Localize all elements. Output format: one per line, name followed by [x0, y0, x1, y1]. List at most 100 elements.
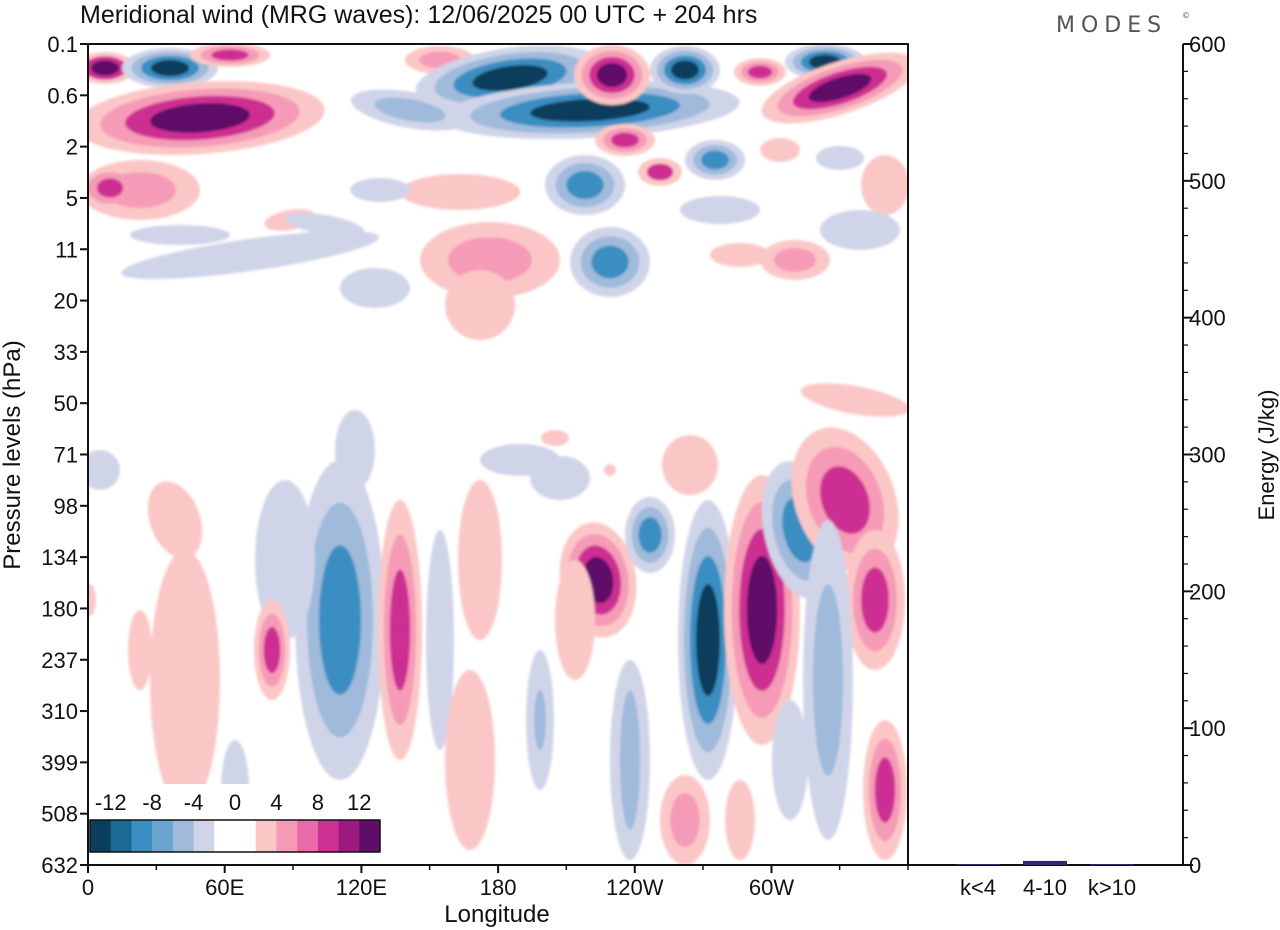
contour-region — [710, 243, 770, 267]
y-tick-label: 134 — [41, 545, 78, 570]
contour-region — [445, 270, 515, 340]
contour-region — [130, 225, 230, 245]
positive-region — [774, 248, 816, 272]
positive-core — [861, 567, 889, 633]
positive-core — [646, 163, 674, 181]
y-tick-label: 180 — [41, 596, 78, 621]
heatmap-panel: -12 -8 -4 0 4 8 12 0.1 0.6 2 5 11 20 33 50 71 98 134 180 2… — [0, 32, 909, 928]
contour-region — [426, 530, 454, 750]
y-tick-label: 33 — [54, 340, 78, 365]
negative-core — [150, 60, 190, 76]
x-tick-label: 180 — [480, 875, 517, 900]
colorbar-swatch — [90, 820, 112, 852]
negative-region — [813, 584, 843, 776]
positive-core — [746, 556, 778, 664]
energy-tick-label: 0 — [1189, 853, 1201, 878]
contour-region — [88, 584, 96, 616]
contour-region — [121, 230, 379, 280]
negative-core — [472, 64, 548, 92]
contour-region — [800, 383, 908, 417]
positive-core — [820, 466, 870, 534]
negative-core — [696, 584, 720, 696]
colorbar-label: 8 — [312, 790, 324, 815]
y-tick-label: 632 — [41, 853, 78, 878]
colorbar-swatch — [338, 820, 360, 852]
y-tick-label: 71 — [54, 443, 78, 468]
y-tick-label: 508 — [41, 802, 78, 827]
energy-bar — [1090, 864, 1134, 865]
energy-tick-label: 300 — [1189, 443, 1226, 468]
positive-core — [211, 49, 249, 61]
y-tick-label: 20 — [54, 289, 78, 314]
contour-region — [541, 430, 569, 446]
energy-tick-label: 400 — [1189, 306, 1226, 331]
contour-region — [255, 480, 315, 640]
wind-contours — [88, 44, 908, 865]
contour-region — [620, 690, 640, 830]
contour-region — [555, 560, 595, 680]
x-tick-label: 0 — [82, 875, 94, 900]
colorbar-label: -8 — [142, 790, 162, 815]
energy-tick-label: 600 — [1189, 32, 1226, 57]
colorbar-swatch — [193, 820, 215, 852]
contour-region — [480, 444, 560, 476]
contour-region — [335, 410, 375, 490]
colorbar-swatch — [235, 820, 257, 852]
contour-region — [772, 700, 808, 820]
negative-core — [701, 150, 729, 170]
colorbar-swatch — [110, 820, 132, 852]
colorbar-label: -12 — [95, 790, 127, 815]
energy-bars — [956, 860, 1134, 865]
colorbar-swatch — [317, 820, 340, 852]
chart-title: Meridional wind (MRG waves): 12/06/2025 … — [80, 1, 757, 29]
contour-region — [340, 268, 410, 308]
contour-region — [150, 550, 220, 810]
y-tick-label: 0.6 — [47, 83, 78, 108]
y-tick-label: 399 — [41, 750, 78, 775]
contour-region — [350, 178, 410, 202]
energy-tick-label: 200 — [1189, 579, 1226, 604]
contour-region — [534, 690, 546, 750]
positive-core — [747, 65, 773, 79]
y-tick-label: 237 — [41, 648, 78, 673]
energy-category-label: k>10 — [1088, 875, 1136, 900]
contour-region — [285, 212, 365, 238]
positive-core — [91, 60, 119, 76]
negative-core — [319, 545, 361, 695]
contour-region — [760, 138, 800, 162]
positive-region — [448, 237, 532, 283]
colorbar-label: -4 — [184, 790, 204, 815]
contour-region — [820, 210, 900, 250]
y-tick-label: 98 — [54, 494, 78, 519]
contour-region — [445, 670, 495, 850]
energy-categories: k<4 4-10 k>10 — [960, 875, 1136, 900]
y-tick-label: 310 — [41, 699, 78, 724]
energy-bar — [1023, 860, 1067, 865]
colorbar-swatch — [131, 820, 153, 852]
negative-core — [591, 245, 629, 279]
positive-core — [874, 757, 896, 823]
x-axis: 0 60E 120E 180 120W 60W — [82, 865, 909, 900]
negative-core — [671, 60, 699, 80]
contour-region — [680, 196, 760, 224]
energy-axis: 0 100 200 300 400 500 600 — [1183, 32, 1226, 878]
colorbar-swatch — [276, 820, 298, 852]
colorbar-swatch — [359, 820, 381, 852]
colorbar-label: 0 — [229, 790, 241, 815]
contour-region — [400, 174, 520, 210]
y-tick-label: 11 — [55, 237, 78, 262]
contour-region — [604, 464, 616, 476]
colorbar-frame — [89, 819, 381, 853]
positive-core — [389, 569, 411, 691]
positive-region — [670, 793, 700, 847]
contour-region — [147, 481, 203, 559]
x-tick-label: 120E — [336, 875, 387, 900]
positive-core — [263, 626, 281, 674]
energy-tick-label: 500 — [1189, 169, 1226, 194]
contour-region — [861, 155, 908, 215]
contour-region — [725, 780, 755, 860]
energy-bar — [956, 864, 1000, 865]
contour-region — [662, 435, 718, 495]
x-tick-label: 120W — [606, 875, 664, 900]
